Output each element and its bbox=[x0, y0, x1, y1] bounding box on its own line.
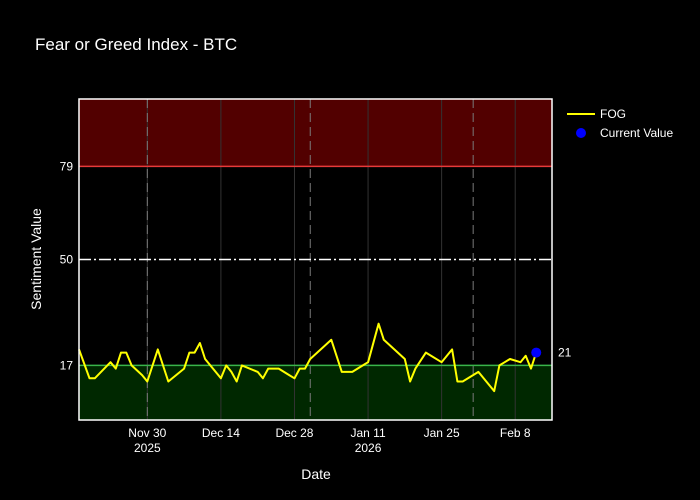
x-tick-year-0: 2025 bbox=[134, 441, 161, 455]
x-tick-label-1: Dec 14 bbox=[202, 426, 240, 440]
plot-border bbox=[78, 98, 553, 421]
x-axis-label: Date bbox=[301, 466, 331, 482]
x-tick-label-4: Jan 25 bbox=[424, 426, 460, 440]
zone-band-0 bbox=[79, 99, 552, 167]
x-tick-label-3: Jan 11 bbox=[350, 426, 385, 440]
chart-title: Fear or Greed Index - BTC bbox=[35, 35, 237, 54]
current-value-marker bbox=[531, 347, 542, 358]
x-tick-year-3: 2026 bbox=[355, 441, 382, 455]
y-tick-label-17: 17 bbox=[60, 358, 74, 372]
series-line-fog bbox=[78, 322, 538, 393]
y-axis-label: Sentiment Value bbox=[28, 208, 44, 310]
plot-area[interactable] bbox=[78, 98, 553, 421]
y-tick-label-79: 79 bbox=[60, 159, 74, 173]
x-tick-label-5: Feb 8 bbox=[500, 426, 531, 440]
legend[interactable]: FOG Current Value bbox=[567, 107, 673, 140]
legend-label-fog: FOG bbox=[600, 107, 626, 121]
x-tick-label-0: Nov 30 bbox=[128, 426, 166, 440]
legend-swatch-current bbox=[576, 128, 586, 138]
legend-item-fog[interactable]: FOG bbox=[567, 107, 626, 121]
current-value-label: 21 bbox=[558, 346, 572, 360]
legend-item-current-value[interactable]: Current Value bbox=[576, 126, 673, 140]
y-tick-label-50: 50 bbox=[60, 253, 74, 267]
x-tick-label-2: Dec 28 bbox=[275, 426, 313, 440]
legend-label-current: Current Value bbox=[600, 126, 673, 140]
